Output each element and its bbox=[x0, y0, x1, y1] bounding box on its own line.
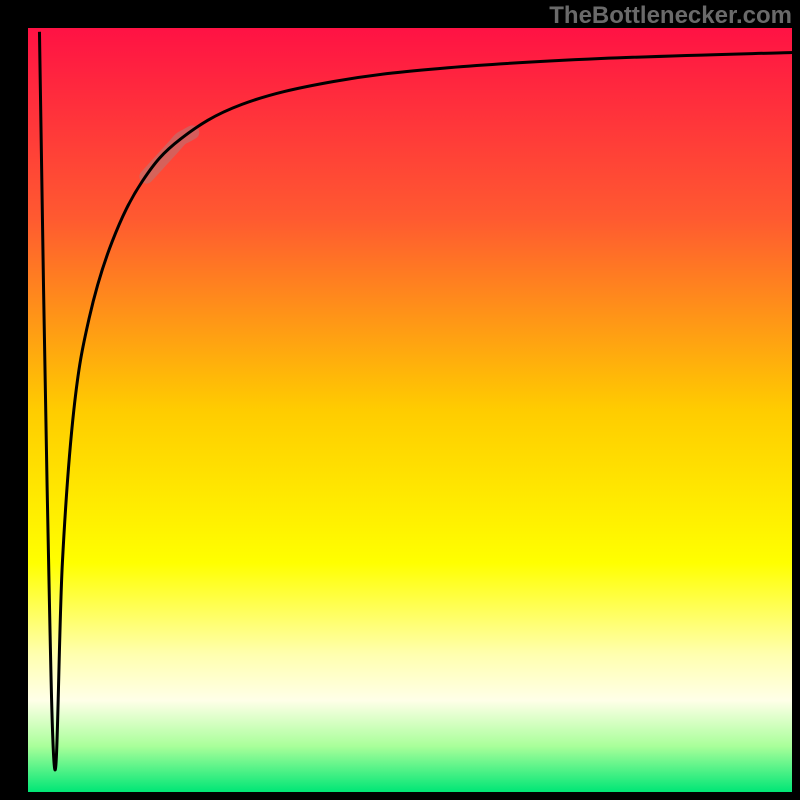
watermark-text: TheBottlenecker.com bbox=[549, 2, 792, 30]
bottleneck-chart bbox=[0, 0, 800, 800]
plot-area bbox=[28, 28, 792, 792]
chart-container: TheBottlenecker.com bbox=[0, 0, 800, 800]
